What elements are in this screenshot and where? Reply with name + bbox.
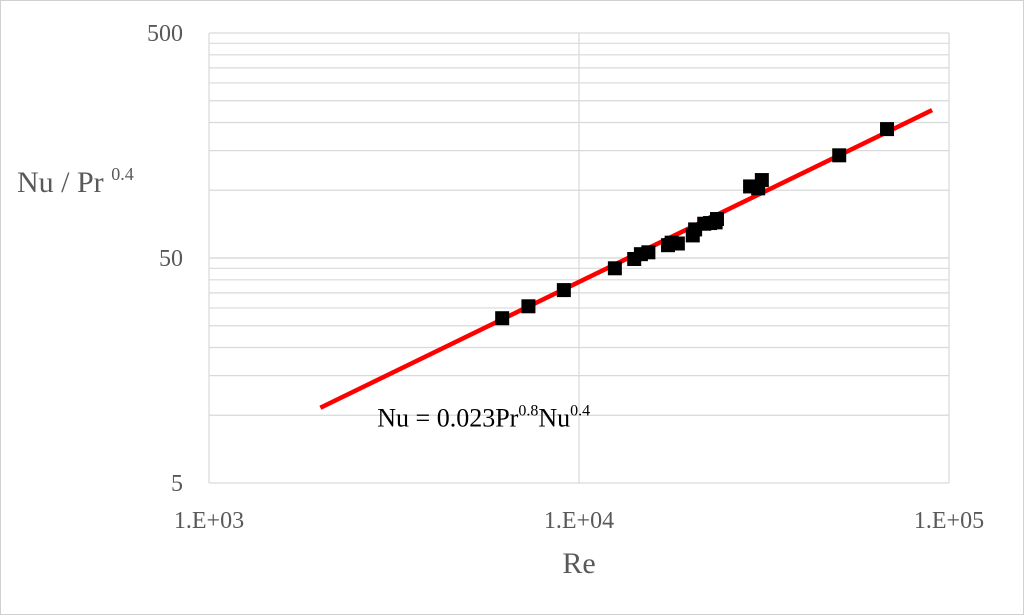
gridlines <box>208 32 950 484</box>
annotation-group: Nu = 0.023Pr0.8Nu0.4 <box>377 403 590 433</box>
data-point <box>556 283 571 298</box>
data-point <box>832 148 847 163</box>
equation-annotation: Nu = 0.023Pr0.8Nu0.4 <box>377 403 590 433</box>
data-point <box>641 245 656 260</box>
fit-line <box>319 108 934 410</box>
x-tick-label: 1.E+05 <box>914 508 984 534</box>
data-points <box>495 122 895 326</box>
x-axis-title: Re <box>562 547 595 580</box>
data-point <box>670 236 685 251</box>
y-tick-label: 500 <box>147 21 183 47</box>
data-point <box>495 311 510 326</box>
y-axis-title: Nu / Pr 0.4 <box>17 164 134 199</box>
fit-line-group <box>319 108 934 410</box>
data-point <box>607 261 622 276</box>
data-point <box>709 212 724 227</box>
data-point <box>521 299 536 314</box>
y-axis-title-base: Nu / Pr <box>17 166 111 199</box>
data-point <box>880 122 895 137</box>
equation-exponent: 0.4 <box>570 403 590 420</box>
equation-text: Nu = 0.023Pr <box>377 404 518 433</box>
y-tick-label: 5 <box>171 471 183 497</box>
equation-exponent: 0.8 <box>518 403 538 420</box>
equation-text: Nu <box>538 404 570 433</box>
x-tick-label: 1.E+04 <box>544 508 614 534</box>
y-axis-title-exponent: 0.4 <box>111 164 134 184</box>
y-tick-labels: 5 50 500 <box>147 21 183 497</box>
data-point <box>754 173 769 188</box>
x-tick-label: 1.E+03 <box>174 508 244 534</box>
x-tick-labels: 1.E+03 1.E+04 1.E+05 <box>174 508 984 534</box>
y-tick-label: 50 <box>159 246 183 272</box>
